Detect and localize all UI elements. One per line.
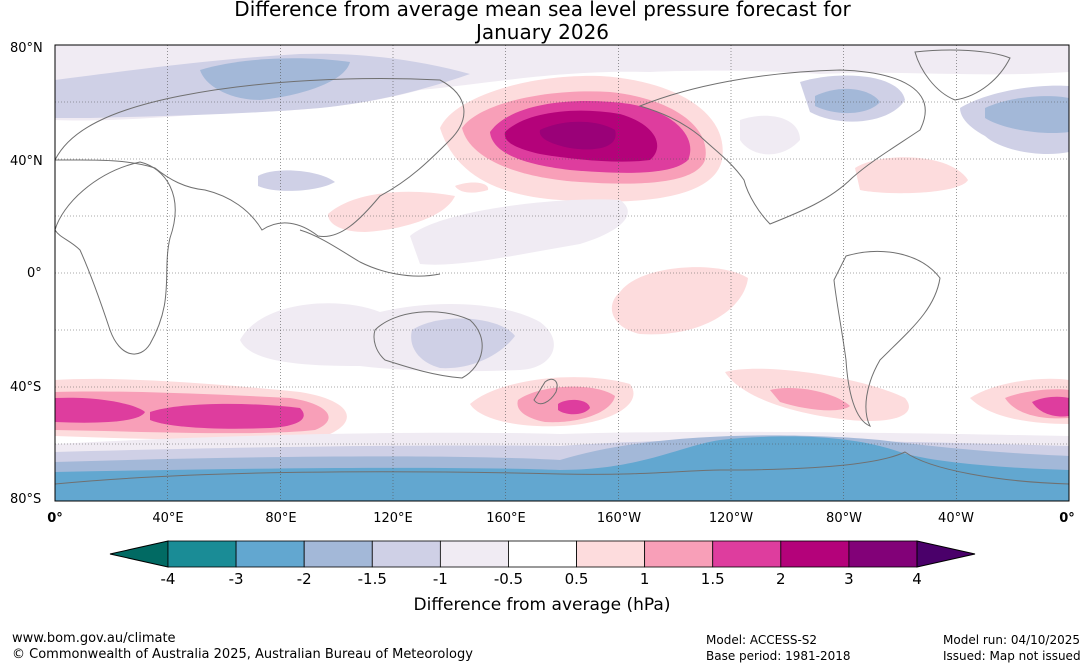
contour-australia-lavender (411, 318, 515, 369)
colorbar-segment (644, 540, 714, 568)
colorbar-underflow-arrow (109, 540, 169, 568)
colorbar-tick-label: 1.5 (701, 570, 725, 588)
footer-website: www.bom.gov.au/climate (12, 631, 176, 646)
colorbar-segment (371, 540, 441, 568)
footer-left: www.bom.gov.au/climate © Commonwealth of… (12, 631, 473, 663)
colorbar-segment (439, 540, 509, 568)
colorbar-segment (712, 540, 782, 568)
lon-label-80w: 80°W (826, 511, 862, 526)
colorbar-tick-label: -2 (297, 570, 312, 588)
map-title: Difference from average mean sea level p… (0, 0, 1085, 44)
contour-canada-blue (815, 88, 880, 114)
coastlines (55, 49, 1069, 485)
colorbar: -4 -3 -2 -1.5 -1 -0.5 0.5 1 1.5 2 3 4 Difference fr… (109, 540, 976, 615)
footer-model-info: Model: ACCESS-S2 Base period: 1981-2018 (706, 632, 851, 664)
lon-label-0-right: 0° (1059, 511, 1075, 526)
colorbar-segment (508, 540, 577, 568)
footer-run-info: Model run: 04/10/2025 Issued: Map not is… (943, 632, 1081, 664)
antarctica-outline (55, 451, 1069, 485)
colorbar-tick-label: -4 (161, 570, 176, 588)
eurasia-outline (55, 78, 465, 237)
contour-satlantic-15 (1032, 396, 1069, 417)
contour-wpacific-light (410, 199, 628, 265)
footer-model: Model: ACCESS-S2 (706, 633, 818, 647)
contour-atlantic-pink (855, 157, 968, 194)
greenland-outline (914, 49, 1011, 101)
colorbar-tick-label: 0.5 (565, 570, 589, 588)
pressure-anomaly-field (55, 45, 1069, 501)
footer-base-period: Base period: 1981-2018 (706, 649, 851, 663)
contour-tibet-lavender (258, 170, 335, 191)
contour-hudson-light (740, 115, 800, 155)
title-line-2: January 2026 (475, 20, 610, 44)
lat-label-40s: 40°S (10, 380, 41, 395)
colorbar-segment (303, 540, 373, 568)
lon-label-120w: 120°W (709, 511, 753, 526)
contour-sindian-15-east (150, 403, 304, 429)
new-zealand-outline (533, 378, 558, 405)
lat-label-40n: 40°N (10, 154, 43, 169)
footer-model-run: Model run: 04/10/2025 (943, 633, 1081, 647)
lat-label-80n: 80°N (10, 41, 43, 56)
map-grid (55, 45, 1069, 501)
contour-japan-pink (455, 182, 489, 193)
south-america-outline (833, 250, 941, 427)
colorbar-tick-label: -0.5 (494, 570, 523, 588)
lon-label-40w: 40°W (938, 511, 974, 526)
contour-npacific-core (539, 121, 616, 150)
lon-label-0-left: 0° (47, 511, 63, 526)
australia-outline (373, 311, 483, 379)
lon-label-40e: 40°E (152, 511, 183, 526)
colorbar-overflow-arrow (916, 540, 976, 568)
colorbar-tick-label: 4 (912, 570, 922, 588)
africa-outline (55, 161, 176, 355)
colorbar-tick-label: -3 (229, 570, 244, 588)
lat-label-80s: 80°S (10, 492, 41, 507)
lon-label-120e: 120°E (373, 511, 413, 526)
colorbar-segments (167, 540, 918, 568)
colorbar-segment (576, 540, 646, 568)
footer-issued: Issued: Map not issued (943, 649, 1081, 663)
colorbar-tick-label: -1.5 (358, 570, 387, 588)
lon-label-160e: 160°E (486, 511, 526, 526)
colorbar-segment (235, 540, 305, 568)
contour-sindian-15-west (55, 397, 145, 423)
footer-copyright: © Commonwealth of Australia 2025, Austra… (12, 647, 473, 662)
contour-spacific-1 (770, 387, 850, 411)
maritime-continent-outline (299, 229, 441, 277)
lon-label-80e: 80°E (265, 511, 296, 526)
colorbar-segment (848, 540, 918, 568)
contour-antarctic-blue (55, 436, 1069, 501)
north-america-outline (638, 69, 926, 225)
map-frame (54, 44, 1070, 502)
contour-greenland-blue (985, 96, 1069, 134)
title-line-1: Difference from average mean sea level p… (234, 0, 851, 21)
contour-epacific-pink (611, 267, 748, 335)
colorbar-unit-label: Difference from average (hPa) (414, 595, 671, 615)
colorbar-tick-label: 3 (844, 570, 854, 588)
lon-label-160w: 160°W (597, 511, 641, 526)
contour-tasman-15 (558, 399, 590, 415)
contour-siberia-blue (200, 58, 350, 100)
colorbar-tick-labels: -4 -3 -2 -1.5 -1 -0.5 0.5 1 1.5 2 3 4 (161, 570, 922, 588)
colorbar-segment (780, 540, 850, 568)
colorbar-tick-label: 2 (776, 570, 786, 588)
colorbar-tick-label: -1 (433, 570, 448, 588)
colorbar-segment (167, 540, 237, 568)
colorbar-tick-label: 1 (640, 570, 650, 588)
lat-label-equator: 0° (27, 266, 42, 281)
contour-china-pink (328, 191, 455, 232)
